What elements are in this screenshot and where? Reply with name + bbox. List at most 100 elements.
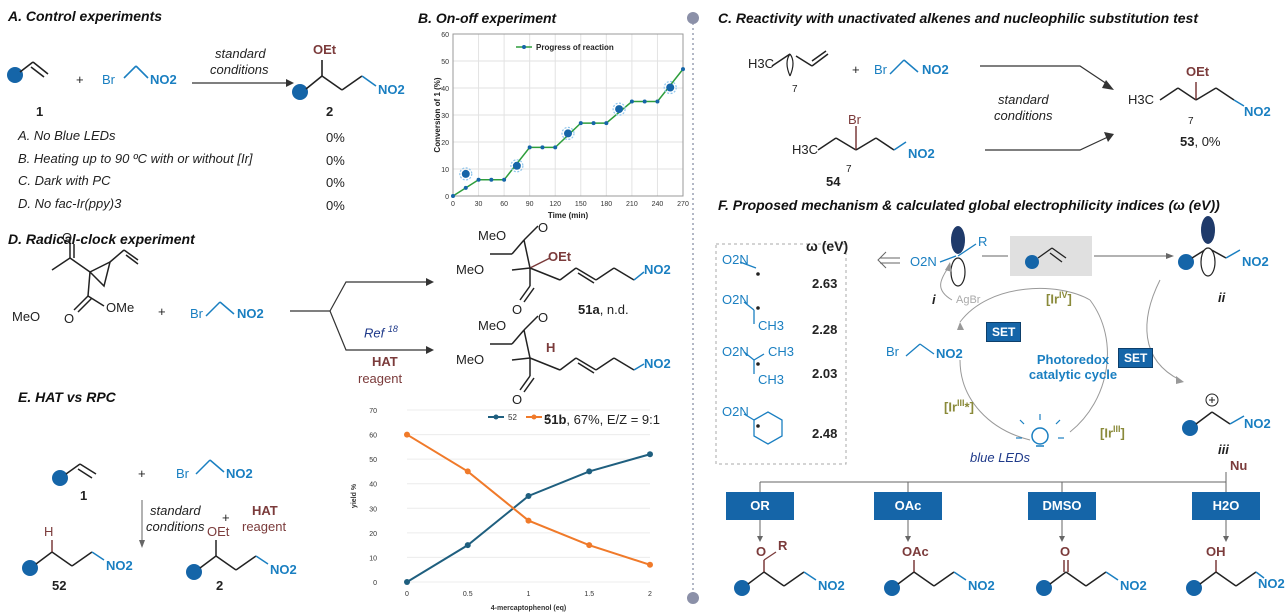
oet-label-51a: OEt — [548, 249, 572, 264]
y-tick-label: 0 — [373, 580, 377, 587]
br-label: Br — [102, 72, 115, 87]
h3c-label-54: H3C — [792, 142, 819, 157]
x-tick-label: 1 — [527, 591, 531, 598]
data-point — [502, 177, 507, 182]
x-tick-label: 2 — [648, 591, 652, 598]
data-point — [578, 121, 583, 126]
data-point-2 — [404, 431, 410, 438]
br-label-c: Br — [874, 62, 887, 77]
plus-sign-e1: + — [138, 466, 146, 481]
nucleophile-oac-box: OAc — [874, 492, 942, 520]
intermediate-iii-label: iii — [1218, 442, 1229, 457]
y-tick-label: 40 — [441, 86, 449, 93]
o-label-d1: O — [62, 230, 73, 245]
data-point-52 — [525, 493, 532, 499]
section-e-title: E. HAT vs RPC — [18, 389, 116, 405]
legend-marker-2 — [531, 414, 537, 420]
x-tick-label: 0 — [451, 201, 455, 208]
data-point-52 — [464, 542, 471, 549]
omega-radical-1: O2N — [722, 252, 749, 267]
control-row-c-value: 0% — [326, 175, 345, 190]
y-tick-label: 60 — [369, 433, 377, 440]
e-conditions-2: conditions — [146, 519, 205, 534]
y-tick-label: 50 — [441, 59, 449, 66]
data-point — [489, 177, 494, 182]
y-tick-label: 50 — [369, 457, 377, 464]
no2-label-e: NO2 — [226, 466, 253, 481]
y-tick-label: 30 — [441, 113, 449, 120]
nucleophile-h2o-box: H2O — [1192, 492, 1260, 520]
x-tick-label: 120 — [549, 201, 561, 208]
bulb-icon — [564, 129, 572, 138]
e-conditions-1: standard — [150, 503, 201, 518]
hat-label-e2: reagent — [242, 519, 287, 534]
data-point-2 — [647, 561, 653, 568]
hat-label-e1: HAT — [252, 503, 278, 518]
blue-leds-label: blue LEDs — [970, 450, 1030, 465]
ir-iii-label: [IrIII] — [1100, 424, 1125, 441]
compound-54-label: 54 — [826, 174, 841, 189]
no2-label-51a: NO2 — [644, 262, 671, 277]
x-tick-label: 270 — [677, 201, 689, 208]
data-point — [451, 194, 455, 198]
y-tick-label: 60 — [441, 32, 449, 39]
data-point — [629, 99, 634, 104]
ir-iv-label: [IrIV] — [1046, 290, 1072, 307]
o-label-51b-bottom: O — [512, 392, 523, 407]
intermediate-ii-label: ii — [1218, 290, 1226, 305]
no2-label-53: NO2 — [1244, 104, 1271, 119]
data-point — [463, 185, 468, 190]
compound-2-label-e: 2 — [216, 578, 224, 593]
h3c-label-c1: H3C — [748, 56, 775, 71]
product-51a-label: 51a, n.d. — [578, 302, 629, 317]
conditions-line-1: standard — [215, 46, 266, 61]
x-tick-label: 0.5 — [463, 591, 473, 598]
bulb-icon — [512, 161, 521, 170]
data-point — [540, 145, 545, 150]
c-conditions-2: conditions — [994, 108, 1053, 123]
data-point-52 — [586, 468, 593, 475]
x-tick-label: 60 — [500, 201, 508, 208]
no2-label-f: NO2 — [936, 346, 963, 361]
o-label-d2: O — [64, 311, 75, 326]
section-c-title: C. Reactivity with unactivated alkenes a… — [718, 10, 1198, 26]
o-label-51a-top: O — [538, 220, 549, 235]
ir-iii-star-label: [IrIII*] — [944, 398, 974, 415]
o-label-51a-bottom: O — [512, 302, 523, 317]
legend-label-52: 52 — [508, 413, 517, 422]
y-axis-label: yield % — [351, 483, 358, 508]
y-tick-label: 20 — [369, 531, 377, 538]
control-row-b-label: B. Heating up to 90 ºC with or without [… — [18, 151, 253, 166]
data-point-52 — [647, 451, 653, 458]
y-tick-label: 20 — [441, 140, 449, 147]
subscript-7-54: 7 — [846, 164, 852, 175]
section-b-title: B. On-off experiment — [418, 10, 557, 26]
h-label-52: H — [44, 524, 54, 539]
product-ketone-o-label: O — [1060, 544, 1071, 559]
data-point — [604, 121, 609, 126]
control-row-b-value: 0% — [326, 153, 345, 168]
data-point-52 — [404, 579, 410, 585]
meo-label-51a: MeO — [456, 262, 485, 277]
br-label-f: Br — [886, 344, 899, 359]
hat-label-d2: reagent — [358, 371, 403, 386]
x-tick-label: 210 — [626, 201, 638, 208]
no2-label-ii: NO2 — [1242, 254, 1269, 269]
bulb-rays-icon — [561, 126, 575, 140]
data-point — [527, 145, 532, 150]
product-oac-label: OAc — [902, 544, 929, 559]
plot-frame — [452, 33, 684, 197]
h3c-label-53: H3C — [1128, 92, 1155, 107]
plus-sign-d: + — [158, 304, 166, 319]
control-row-d-label: D. No fac-Ir(ppy)3 — [18, 196, 122, 211]
o-label-51b-top: O — [538, 310, 549, 325]
omega-value-2: 2.28 — [812, 322, 838, 337]
control-row-c-label: C. Dark with PC — [18, 173, 111, 188]
product-no2-2: NO2 — [968, 578, 995, 593]
br-label-d: Br — [190, 306, 203, 321]
